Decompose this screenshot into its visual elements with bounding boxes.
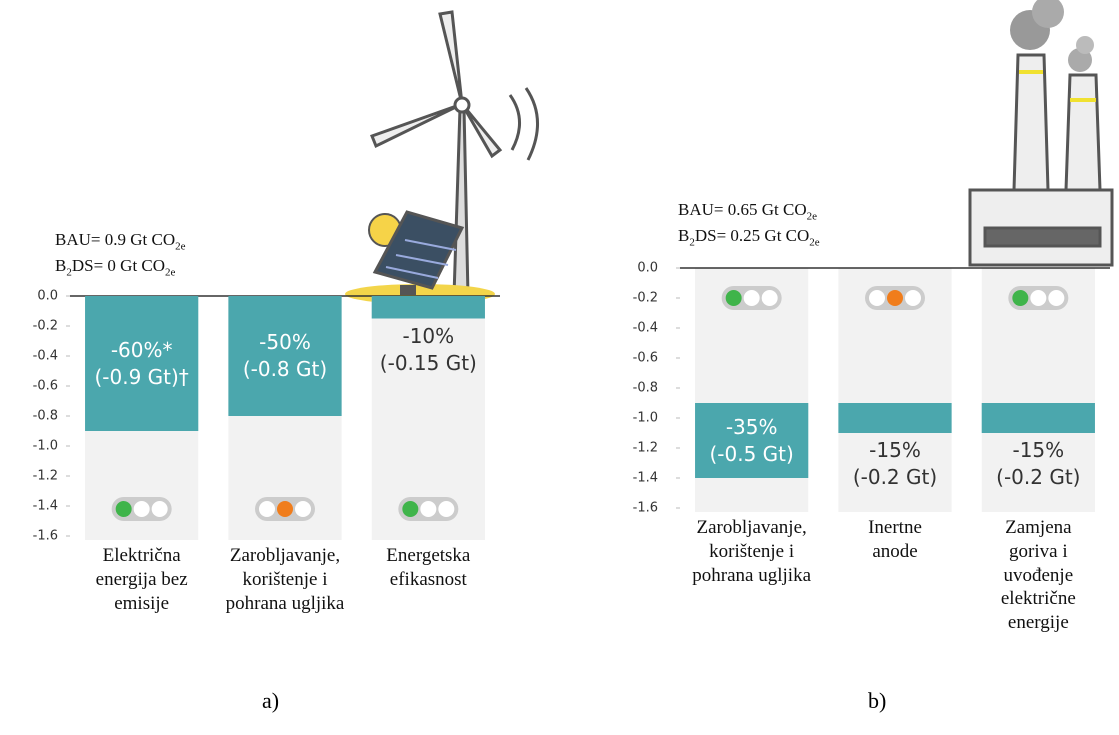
percent-label: -10% [363,323,493,350]
y-tick-label: -0.6 [618,351,658,366]
status-light [295,501,311,517]
annotation-part: BAU= 0.9 Gt CO [55,230,175,249]
annotation-part: 2e [807,210,817,222]
x-tick-label: Energetska efikasnost [353,544,503,592]
annotation-part: BAU= 0.65 Gt CO [678,200,807,219]
y-tick-label: -1.4 [618,471,658,486]
value-label: -35%(-0.5 Gt) [687,414,817,468]
panel-label: a) [262,688,279,714]
annotation-part: B [678,226,689,245]
value-label: -15%(-0.2 Gt) [973,437,1103,491]
annotation: B2DS= 0.25 Gt CO2e [678,226,820,248]
annotation-part: DS= 0 Gt CO [72,256,165,275]
percent-label: -35% [687,414,817,441]
y-tick-label: -0.4 [618,321,658,336]
x-tick-label: Električna energija bez emisije [67,544,217,615]
y-tick-label: 0.0 [18,289,58,304]
panel-label: b) [868,688,886,714]
value-label: -60%*(-0.9 Gt)† [77,337,207,391]
status-light [438,501,454,517]
gt-label: (-0.9 Gt)† [77,364,207,391]
status-light [1012,290,1028,306]
figure: 0.0 -0.2 -0.4 -0.6 -0.8 -1.0 -1.2 -1.4 -1.6 -60%*… [0,0,1119,735]
status-light [152,501,168,517]
y-tick-label: -1.6 [18,529,58,544]
bar [982,403,1095,433]
annotation-part: DS= 0.25 Gt CO [695,226,809,245]
value-label: -50%(-0.8 Gt) [220,329,350,383]
y-tick-label: -0.8 [618,381,658,396]
y-tick-label: -1.2 [18,469,58,484]
percent-label: -15% [973,437,1103,464]
x-tick-label: Zamjena goriva i uvođenje električne ene… [963,516,1113,635]
status-light [420,501,436,517]
y-tick-label: -0.2 [618,291,658,306]
status-light [869,290,885,306]
y-tick-label: -0.6 [18,379,58,394]
y-tick-label: -1.4 [18,499,58,514]
bar [372,296,485,319]
percent-label: -50% [220,329,350,356]
x-tick-label: Zarobljavanje, korištenje i pohrana uglj… [210,544,360,615]
bar [838,403,951,433]
status-light [726,290,742,306]
percent-label: -60%* [77,337,207,364]
status-light [277,501,293,517]
annotation-part: 2e [175,240,185,252]
annotation-part: 2e [809,236,819,248]
gt-label: (-0.2 Gt) [830,464,960,491]
gt-label: (-0.8 Gt) [220,356,350,383]
status-light [402,501,418,517]
status-light [744,290,760,306]
y-tick-label: -1.0 [18,439,58,454]
status-light [887,290,903,306]
annotation: B2DS= 0 Gt CO2e [55,256,175,278]
annotation-part: B [55,256,66,275]
status-light [905,290,921,306]
annotation-part: 2e [165,266,175,278]
annotation: BAU= 0.9 Gt CO2e [55,230,186,252]
gt-label: (-0.15 Gt) [363,350,493,377]
y-tick-label: -0.2 [18,319,58,334]
solar-panel-icon [345,212,495,304]
status-light [134,501,150,517]
y-tick-label: 0.0 [618,261,658,276]
status-light [116,501,132,517]
annotation: BAU= 0.65 Gt CO2e [678,200,817,222]
status-light [259,501,275,517]
percent-label: -15% [830,437,960,464]
x-tick-label: Zarobljavanje, korištenje i pohrana uglj… [677,516,827,587]
x-tick-label: Inertne anode [820,516,970,564]
value-label: -10%(-0.15 Gt) [363,323,493,377]
y-tick-label: -1.2 [618,441,658,456]
y-tick-label: -1.0 [618,411,658,426]
status-light [1048,290,1064,306]
factory-icon [970,0,1112,265]
value-label: -15%(-0.2 Gt) [830,437,960,491]
y-tick-label: -0.4 [18,349,58,364]
gt-label: (-0.5 Gt) [687,441,817,468]
status-light [762,290,778,306]
y-tick-label: -0.8 [18,409,58,424]
status-light [1030,290,1046,306]
y-tick-label: -1.6 [618,501,658,516]
gt-label: (-0.2 Gt) [973,464,1103,491]
